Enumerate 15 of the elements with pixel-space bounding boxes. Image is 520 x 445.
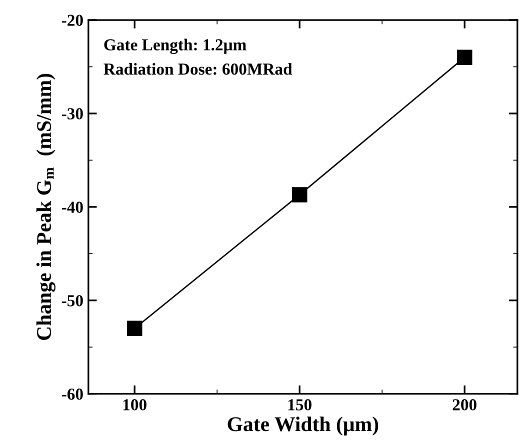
y-tick-label: -20	[62, 14, 83, 26]
point	[126, 320, 142, 336]
y-tick-label: -40	[62, 202, 83, 213]
point	[456, 50, 472, 66]
y-tick-label: -60	[62, 388, 83, 400]
point	[292, 187, 308, 202]
x-tick-label: 200	[452, 399, 476, 410]
y-tick-label: -50	[62, 295, 83, 306]
x-tick-label: 100	[123, 399, 146, 410]
y-tick-label: -30	[62, 108, 83, 120]
annotation: Gate Length: 1.2μm	[104, 38, 246, 54]
x-axis-title: Gate Width (μm)	[228, 416, 378, 436]
x-tick-label: 150	[288, 399, 312, 410]
y-axis-title: Change in Peak G$_{m}$ (mS/mm)	[36, 74, 56, 340]
annotation: Radiation Dose: 600MRad	[104, 63, 292, 75]
